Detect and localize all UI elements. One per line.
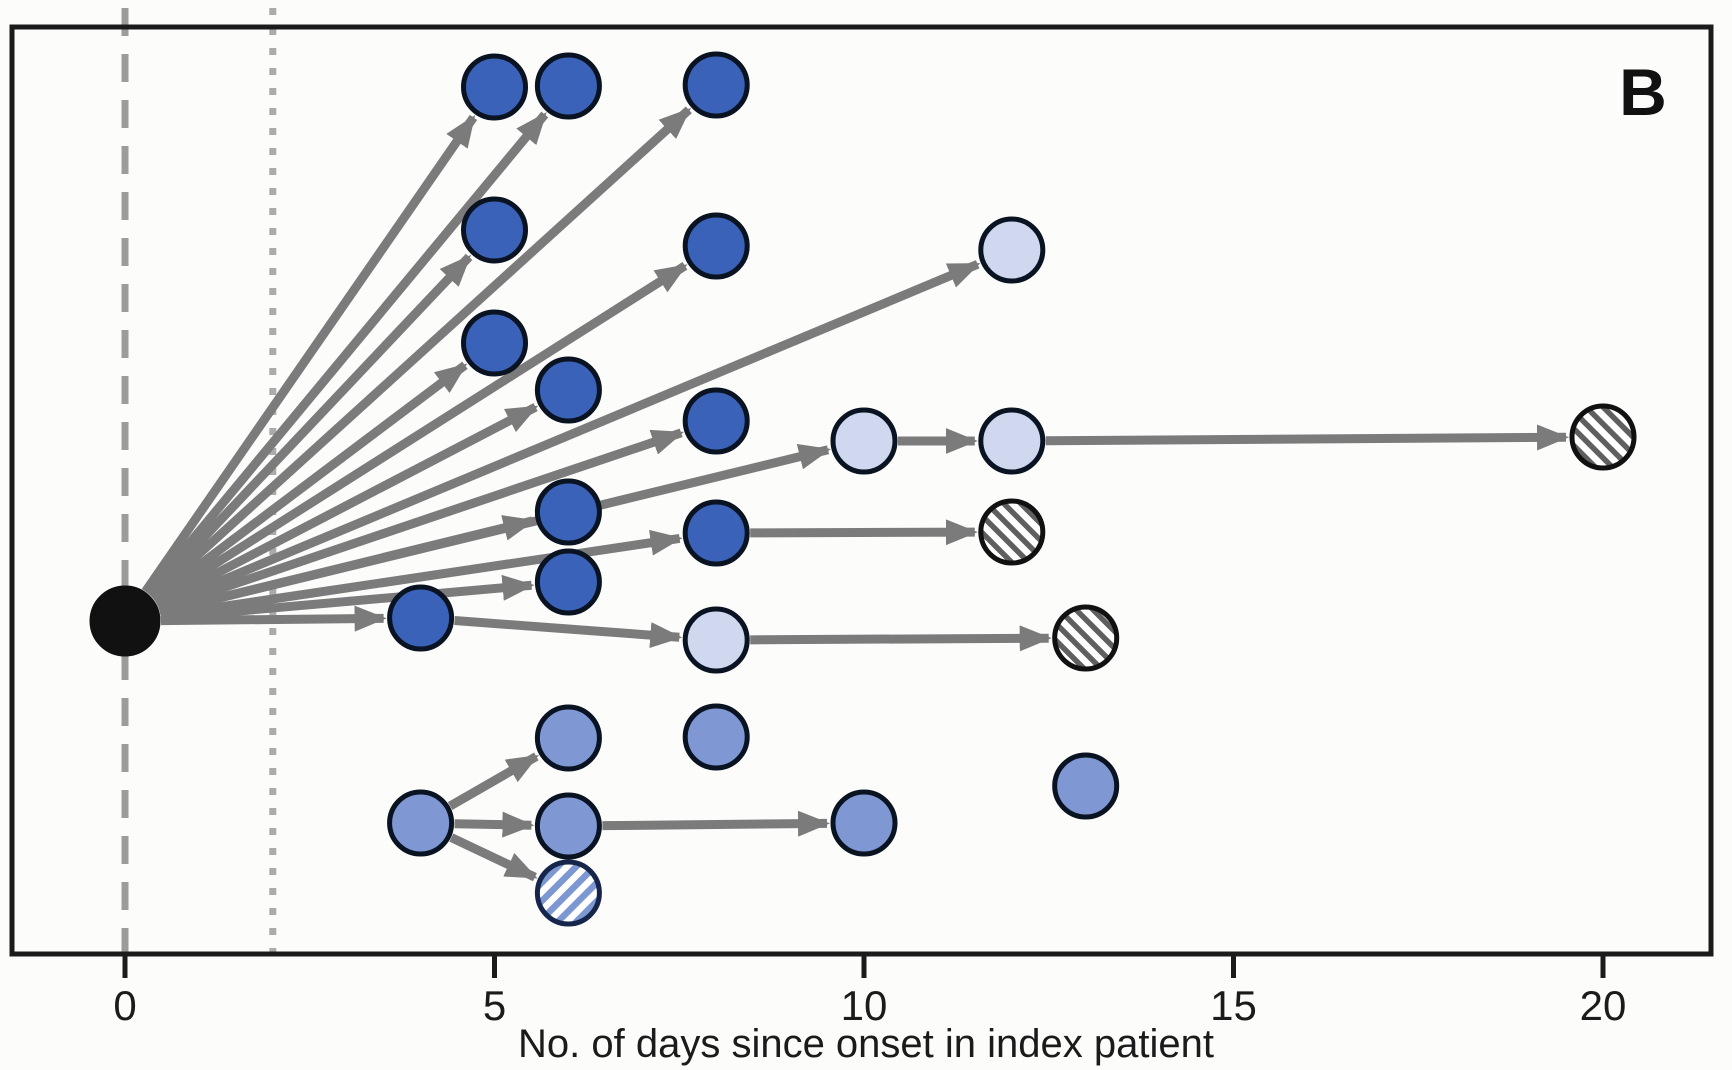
transmission-arrow-index-to-n14: [159, 529, 683, 621]
index-case-node: [89, 585, 161, 657]
case-nodes: [89, 51, 1637, 927]
x-tick-label-5: 5: [483, 982, 506, 1029]
case-node-n26-hatched_blue: [534, 859, 602, 927]
transmission-arrow-n18-to-n19: [750, 625, 1052, 652]
x-tick-label-0: 0: [113, 982, 136, 1029]
case-node-n1-dark_blue: [461, 53, 528, 121]
case-node-n10-light_blue: [830, 407, 898, 475]
transmission-arrow-index-to-n2: [144, 111, 549, 597]
case-node-n21-medium_blue: [682, 703, 750, 771]
x-tick-label-20: 20: [1580, 982, 1627, 1029]
case-node-n24-medium_blue: [830, 789, 898, 857]
transmission-arrow-index-to-n1: [141, 114, 478, 594]
case-node-n18-light_blue: [682, 606, 750, 674]
case-node-n23-medium_blue: [534, 792, 602, 860]
transmission-arrow-n22-to-n23: [454, 811, 535, 838]
transmission-arrow-index-to-n3: [148, 106, 692, 601]
case-node-n5-dark_blue: [682, 212, 750, 280]
case-node-n4-dark_blue: [461, 196, 528, 264]
case-node-n15-hatched_gray: [978, 498, 1046, 566]
transmission-arrow-index-to-n9: [157, 428, 684, 614]
transmission-arrow-index-to-n16: [160, 574, 535, 623]
case-node-n20-medium_blue: [534, 704, 602, 772]
transmission-arrow-index-to-n6: [156, 260, 981, 612]
transmission-arrows: [141, 106, 1570, 882]
transmission-arrow-n23-to-n24: [602, 810, 831, 837]
case-node-n25-medium_blue: [1052, 752, 1120, 820]
case-node-n12-hatched_gray: [1569, 403, 1637, 471]
case-node-n14-dark_blue: [682, 499, 750, 567]
case-node-n22-medium_blue: [387, 789, 455, 857]
transmission-arrow-index-to-n13: [158, 515, 536, 617]
case-node-n11-light_blue: [978, 407, 1046, 475]
case-node-n8-dark_blue: [534, 356, 602, 424]
guide-lines: [121, 8, 277, 952]
transmission-arrow-index-to-n7: [151, 361, 468, 603]
case-node-n17-dark_blue: [387, 584, 455, 652]
transmission-arrow-n17-to-n18: [454, 616, 683, 649]
transmission-arrow-n14-to-n15: [750, 519, 978, 546]
x-axis-title: No. of days since onset in index patient: [518, 1022, 1214, 1066]
x-tick-label-15: 15: [1210, 982, 1257, 1029]
transmission-arrow-index-to-n5: [152, 262, 688, 606]
x-tick-label-10: 10: [841, 982, 888, 1029]
x-axis: 0 5 10 15 20: [113, 954, 1626, 1029]
panel-label: B: [1619, 55, 1667, 129]
case-node-n7-dark_blue: [461, 309, 528, 377]
case-node-n6-light_blue: [978, 216, 1046, 284]
case-node-n3-dark_blue: [682, 51, 750, 119]
transmission-arrow-n11-to-n12: [1045, 424, 1570, 451]
transmission-arrow-index-to-n17: [160, 605, 387, 632]
case-node-n16-dark_blue: [534, 548, 602, 616]
case-node-n2-dark_blue: [534, 52, 602, 120]
transmission-arrow-index-to-n4: [146, 253, 473, 598]
transmission-arrow-index-to-n8: [154, 403, 539, 609]
transmission-arrow-n22-to-n20: [447, 752, 539, 810]
case-node-n13-dark_blue: [534, 478, 602, 546]
case-node-n9-dark_blue: [682, 387, 750, 455]
transmission-arrow-n22-to-n26: [449, 833, 538, 882]
case-node-n19-hatched_gray: [1052, 604, 1120, 672]
